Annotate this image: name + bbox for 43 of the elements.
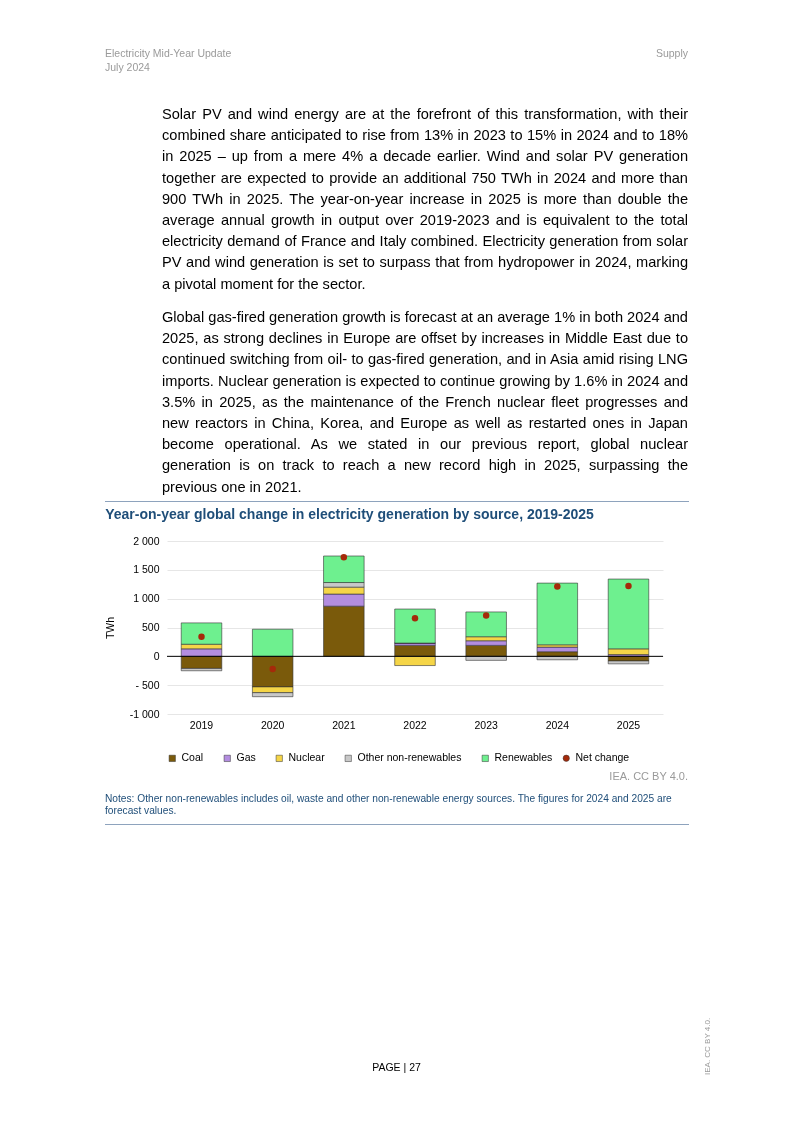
legend-label: Gas: [236, 751, 256, 764]
text: July 2024: [105, 61, 150, 73]
bar: [465, 611, 507, 638]
legend-label: Other non-renewables: [357, 751, 462, 764]
point: [482, 612, 490, 619]
y-tick-label: 2 000: [133, 534, 160, 547]
y-tick-label: 1 000: [133, 592, 160, 605]
x-tick-label: 2025: [616, 718, 641, 731]
point: [269, 665, 276, 673]
text: IEA. CC BY 4.0.: [609, 770, 688, 782]
y-tick-label: 500: [141, 621, 160, 633]
chart-title: Year-on-year global change in electricity generation by source, 2019-2025: [105, 506, 595, 522]
x-tick-label: 2021: [332, 718, 356, 731]
legend-label: Renewables: [494, 751, 553, 764]
legend-label: Net change: [575, 751, 630, 764]
y-tick-label: - 500: [135, 678, 160, 691]
text: IEA. CC BY 4.0.: [703, 1017, 712, 1075]
legend-label: Nuclear: [288, 751, 326, 764]
point: [411, 615, 419, 622]
y-tick-label: 0: [153, 649, 160, 662]
legend-label: Coal: [181, 751, 204, 764]
y-tick-label: -1 000: [129, 707, 160, 720]
x-tick-label: 2020: [261, 718, 285, 731]
y-axis-title: TWh: [103, 616, 116, 640]
x-tick-label: 2022: [403, 718, 427, 731]
text: Supply: [655, 47, 688, 59]
text: Solar PV and wind energy are at the forefront of this transformation, with their combined share anticipated to rise from 13% in 2023 to 15% in 2024 and to 18% in 2025 – up from a mere 4% a decade earlier. Wind and solar PV generation together are expected to provide an additional 750 TWh in 2024 and more than 900 TWh in 2025. The year-on-year increase in 2025 is more than double the average annual growth in output over 2019-2023 and is equivalent to the total electricity demand of France and Italy combined. Electricity generation from solar PV and wind generation is set to surpass that from hydropower in 2024, marking a pivotal moment for the sector.: [162, 106, 688, 292]
text: Electricity Mid-Year Update: [105, 47, 232, 59]
x-tick-label: 2019: [189, 718, 214, 731]
point: [198, 633, 205, 640]
x-tick-label: 2024: [545, 718, 570, 731]
text: PAGE | 27: [372, 1061, 421, 1073]
text: Global gas-fired generation growth is forecast at an average 1% in both 2024 and 2025, as strong declines in Europe are offset by increases in Middle East due to continued switching from oil- to gas-fired generation, and in Asia amid rising LNG imports. Nuclear generation is expected to continue growing by 1.6% in 2024 and 3.5% in 2025, as the maintenance of the French nuclear fleet progresses and new reactors in China, Korea, and Europe as well as restarted ones in Japan become operational. As we stated in our previous report, global nuclear generation is on track to reach a new record high in 2025, surpassing the previous one in 2021.: [162, 309, 688, 495]
point: [625, 582, 632, 590]
text: Notes: Other non-renewables includes oil, waste and other non-renewable energy sources. The figures for 2024 and 2025 are forecast values.: [105, 793, 673, 817]
bar: [607, 660, 650, 665]
x-tick-label: 2023: [474, 718, 498, 731]
bar: [394, 608, 436, 644]
bar: [180, 622, 223, 645]
bar: [536, 582, 578, 646]
y-tick-label: 1 500: [133, 563, 160, 576]
point: [554, 583, 561, 590]
point: [340, 553, 348, 561]
